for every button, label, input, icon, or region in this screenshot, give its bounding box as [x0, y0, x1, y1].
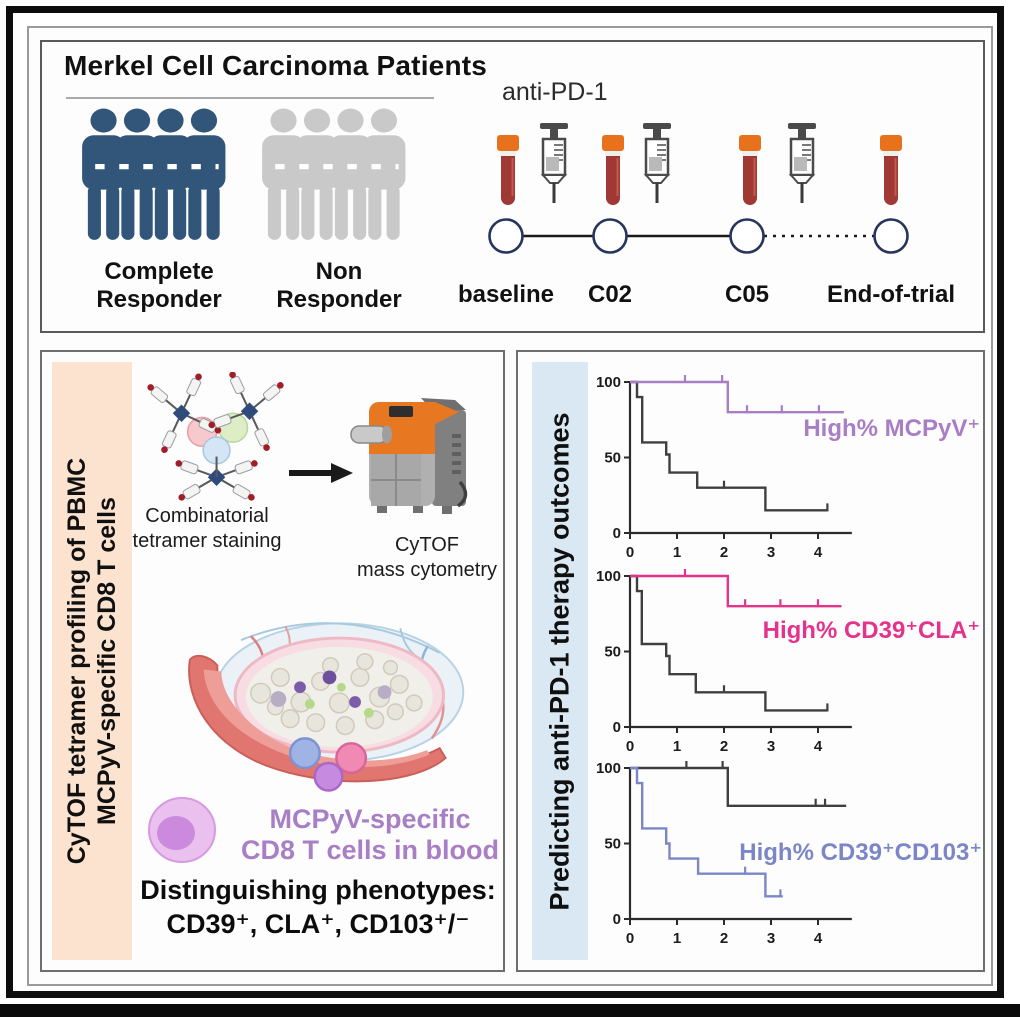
blood-tube-icon: [497, 135, 519, 205]
right-banner-text: Predicting anti-PD-1 therapy outcomes: [544, 412, 575, 911]
svg-text:100: 100: [596, 568, 621, 585]
km-chart-cd39-cla: 0 50 100 0 1 2 3 4 High% CD39⁺CLA⁺: [592, 564, 984, 763]
svg-text:1: 1: [673, 738, 681, 755]
staining-caption: Combinatorial tetramer staining: [132, 505, 282, 552]
tetramer-staining-icon: [144, 372, 287, 504]
panel-title: Merkel Cell Carcinoma Patients: [64, 50, 488, 81]
circulating-cell-purple: [313, 761, 344, 792]
blood-tube-icon: [739, 135, 761, 205]
svg-text:50: 50: [604, 450, 621, 467]
complete-responder-group-icon: [82, 108, 226, 240]
survival-curve: [630, 766, 783, 898]
timeline-node: [873, 218, 909, 254]
timepoint-c02: C02: [587, 281, 633, 308]
title-underline: [66, 97, 434, 99]
timepoint-end-of-trial: End-of-trial: [827, 281, 955, 308]
svg-text:4: 4: [814, 738, 823, 755]
cytof-caption: CyTOF mass cytometry: [356, 534, 498, 581]
survival-curve: [630, 380, 844, 414]
arrow-icon: [289, 463, 353, 483]
svg-text:0: 0: [626, 544, 634, 561]
svg-text:3: 3: [767, 544, 775, 561]
phenotypes-markers: CD39⁺, CLA⁺, CD103⁺/⁻: [166, 909, 470, 939]
non-responder-group-icon: [262, 108, 406, 240]
circulating-cell-blue: [288, 737, 321, 770]
tetramer-unit: [173, 456, 261, 504]
patients-panel: Merkel Cell Carcinoma Patients: [40, 40, 985, 333]
svg-text:0: 0: [613, 911, 621, 928]
left-banner-text: CyTOF tetramer profiling of PBMC MCPyV-s…: [63, 457, 121, 865]
svg-text:0: 0: [613, 525, 621, 542]
svg-text:0: 0: [626, 738, 634, 755]
svg-text:100: 100: [596, 374, 621, 391]
curve-label: High% CD39⁺CD103⁺: [739, 839, 982, 866]
timeline-node: [592, 218, 628, 254]
left-vertical-banner: [52, 362, 132, 960]
timepoint-baseline: baseline: [457, 281, 555, 308]
km-chart-svg: 0 50 100 0 1 2 3 4 High% CD39⁺CD103⁺: [596, 760, 982, 947]
curve-label: High% CD39⁺CLA⁺: [763, 617, 980, 644]
outcomes-panel: Predicting anti-PD-1 therapy outcomes 0 5…: [516, 350, 985, 972]
svg-text:4: 4: [814, 544, 823, 561]
tumor-tissue-illustration: [188, 622, 465, 792]
blood-tube-icon: [880, 135, 902, 205]
svg-text:0: 0: [613, 719, 621, 736]
svg-text:2: 2: [720, 930, 728, 947]
timepoint-c05: C05: [724, 281, 770, 308]
blood-tube-icon: [602, 135, 624, 205]
km-chart-svg: 0 50 100 0 1 2 3 4 High% MCPyV⁺: [596, 374, 980, 561]
t-cell-icon: [148, 797, 216, 863]
survival-curve: [630, 766, 847, 807]
anti-pd1-label: anti-PD-1: [502, 78, 608, 106]
bottom-black-bar: [0, 1004, 1020, 1017]
svg-text:4: 4: [814, 930, 823, 947]
syringe-icon: [540, 123, 568, 203]
survival-curve: [630, 574, 842, 608]
tcell-blood-caption: MCPyV-specific CD8 T cells in blood: [240, 804, 500, 865]
curve-label: High% MCPyV⁺: [803, 415, 980, 442]
syringe-icon: [788, 123, 816, 203]
svg-text:2: 2: [720, 738, 728, 755]
syringe-icon: [643, 123, 671, 203]
svg-text:0: 0: [626, 930, 634, 947]
svg-text:3: 3: [767, 930, 775, 947]
survival-curve: [630, 380, 828, 512]
km-chart-cd39-cd103: 0 50 100 0 1 2 3 4 High% CD39⁺CD103⁺: [592, 756, 984, 955]
tetramer-unit: [206, 372, 287, 454]
timeline-node: [729, 218, 765, 254]
timeline-node: [488, 218, 524, 254]
tetramer-unit: [144, 372, 224, 456]
svg-text:50: 50: [604, 836, 621, 853]
circulating-cell-pink: [335, 742, 368, 775]
km-chart-mcpyv: 0 50 100 0 1 2 3 4 High% MCPyV⁺: [592, 370, 984, 569]
svg-text:2: 2: [720, 544, 728, 561]
svg-text:50: 50: [604, 644, 621, 661]
cytof-profiling-panel: CyTOF tetramer profiling of PBMC MCPyV-s…: [40, 350, 505, 972]
survival-curve: [630, 574, 828, 712]
km-chart-svg: 0 50 100 0 1 2 3 4 High% CD39⁺CLA⁺: [596, 568, 980, 755]
svg-text:100: 100: [596, 760, 621, 777]
nebulizer: [350, 425, 388, 444]
right-vertical-banner: [532, 362, 588, 960]
svg-text:3: 3: [767, 738, 775, 755]
complete-responder-label: Complete Responder: [96, 258, 222, 313]
phenotypes-title: Distinguishing phenotypes:: [140, 875, 496, 905]
svg-text:1: 1: [673, 544, 681, 561]
svg-text:1: 1: [673, 930, 681, 947]
cytof-machine-icon: [350, 398, 468, 514]
non-responder-label: Non Responder: [276, 258, 402, 313]
timeline: [488, 218, 909, 254]
